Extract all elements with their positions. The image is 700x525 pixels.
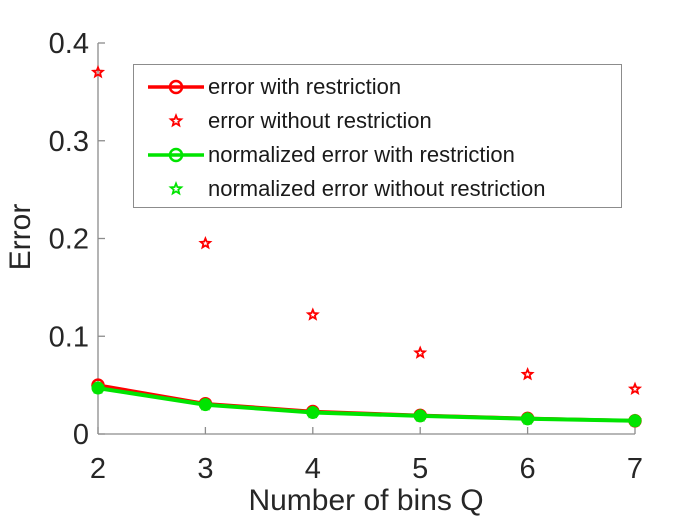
data-point-marker xyxy=(413,409,427,423)
y-tick-label: 0.3 xyxy=(49,126,89,158)
x-axis-label: Number of bins Q xyxy=(248,484,484,517)
legend-item: error without restriction xyxy=(134,104,621,138)
legend: error with restriction error without res… xyxy=(133,64,622,208)
data-point-marker xyxy=(520,366,535,381)
data-point-marker xyxy=(306,405,320,419)
legend-item: normalized error without restriction xyxy=(134,172,621,206)
y-axis-label: Error xyxy=(4,203,37,271)
legend-circle xyxy=(168,147,184,163)
legend-item-label: normalized error without restriction xyxy=(208,176,546,201)
data-point-marker xyxy=(198,398,212,412)
legend-item-label: normalized error with restriction xyxy=(208,142,515,167)
line-circle-marker-icon xyxy=(148,79,204,95)
x-tick-label: 4 xyxy=(305,453,321,485)
data-point-marker xyxy=(90,64,106,79)
pentagram-marker-icon xyxy=(168,113,184,128)
data-point-marker xyxy=(91,381,105,395)
legend-item-label: error without restriction xyxy=(208,108,432,133)
y-tick-label: 0 xyxy=(73,419,89,451)
legend-circle xyxy=(168,79,184,95)
x-tick-label: 2 xyxy=(90,453,106,485)
legend-star xyxy=(168,181,184,196)
y-tick-label: 0.2 xyxy=(49,224,89,256)
data-point-marker xyxy=(628,414,642,428)
legend-star xyxy=(168,113,184,128)
legend-item: normalized error with restriction xyxy=(134,138,621,172)
legend-item: error with restriction xyxy=(134,70,621,104)
series-normalized-error-with-restriction xyxy=(91,381,642,428)
line-circle-marker-icon xyxy=(148,147,204,163)
pentagram-marker-icon xyxy=(168,181,184,196)
x-tick-label: 7 xyxy=(627,453,643,485)
series-error-without-restriction xyxy=(90,64,643,396)
x-tick-label: 6 xyxy=(520,453,536,485)
data-point-marker xyxy=(305,307,320,321)
series-line xyxy=(97,386,636,423)
y-tick-label: 0.1 xyxy=(49,321,89,353)
data-point-marker xyxy=(627,381,643,396)
data-point-marker xyxy=(413,345,428,359)
x-tick-label: 5 xyxy=(412,453,428,485)
x-tick-label: 3 xyxy=(197,453,213,485)
legend-item-label: error with restriction xyxy=(208,74,402,99)
data-point-marker xyxy=(198,235,213,250)
y-tick-label: 0.4 xyxy=(49,28,89,60)
data-point-marker xyxy=(521,412,535,426)
